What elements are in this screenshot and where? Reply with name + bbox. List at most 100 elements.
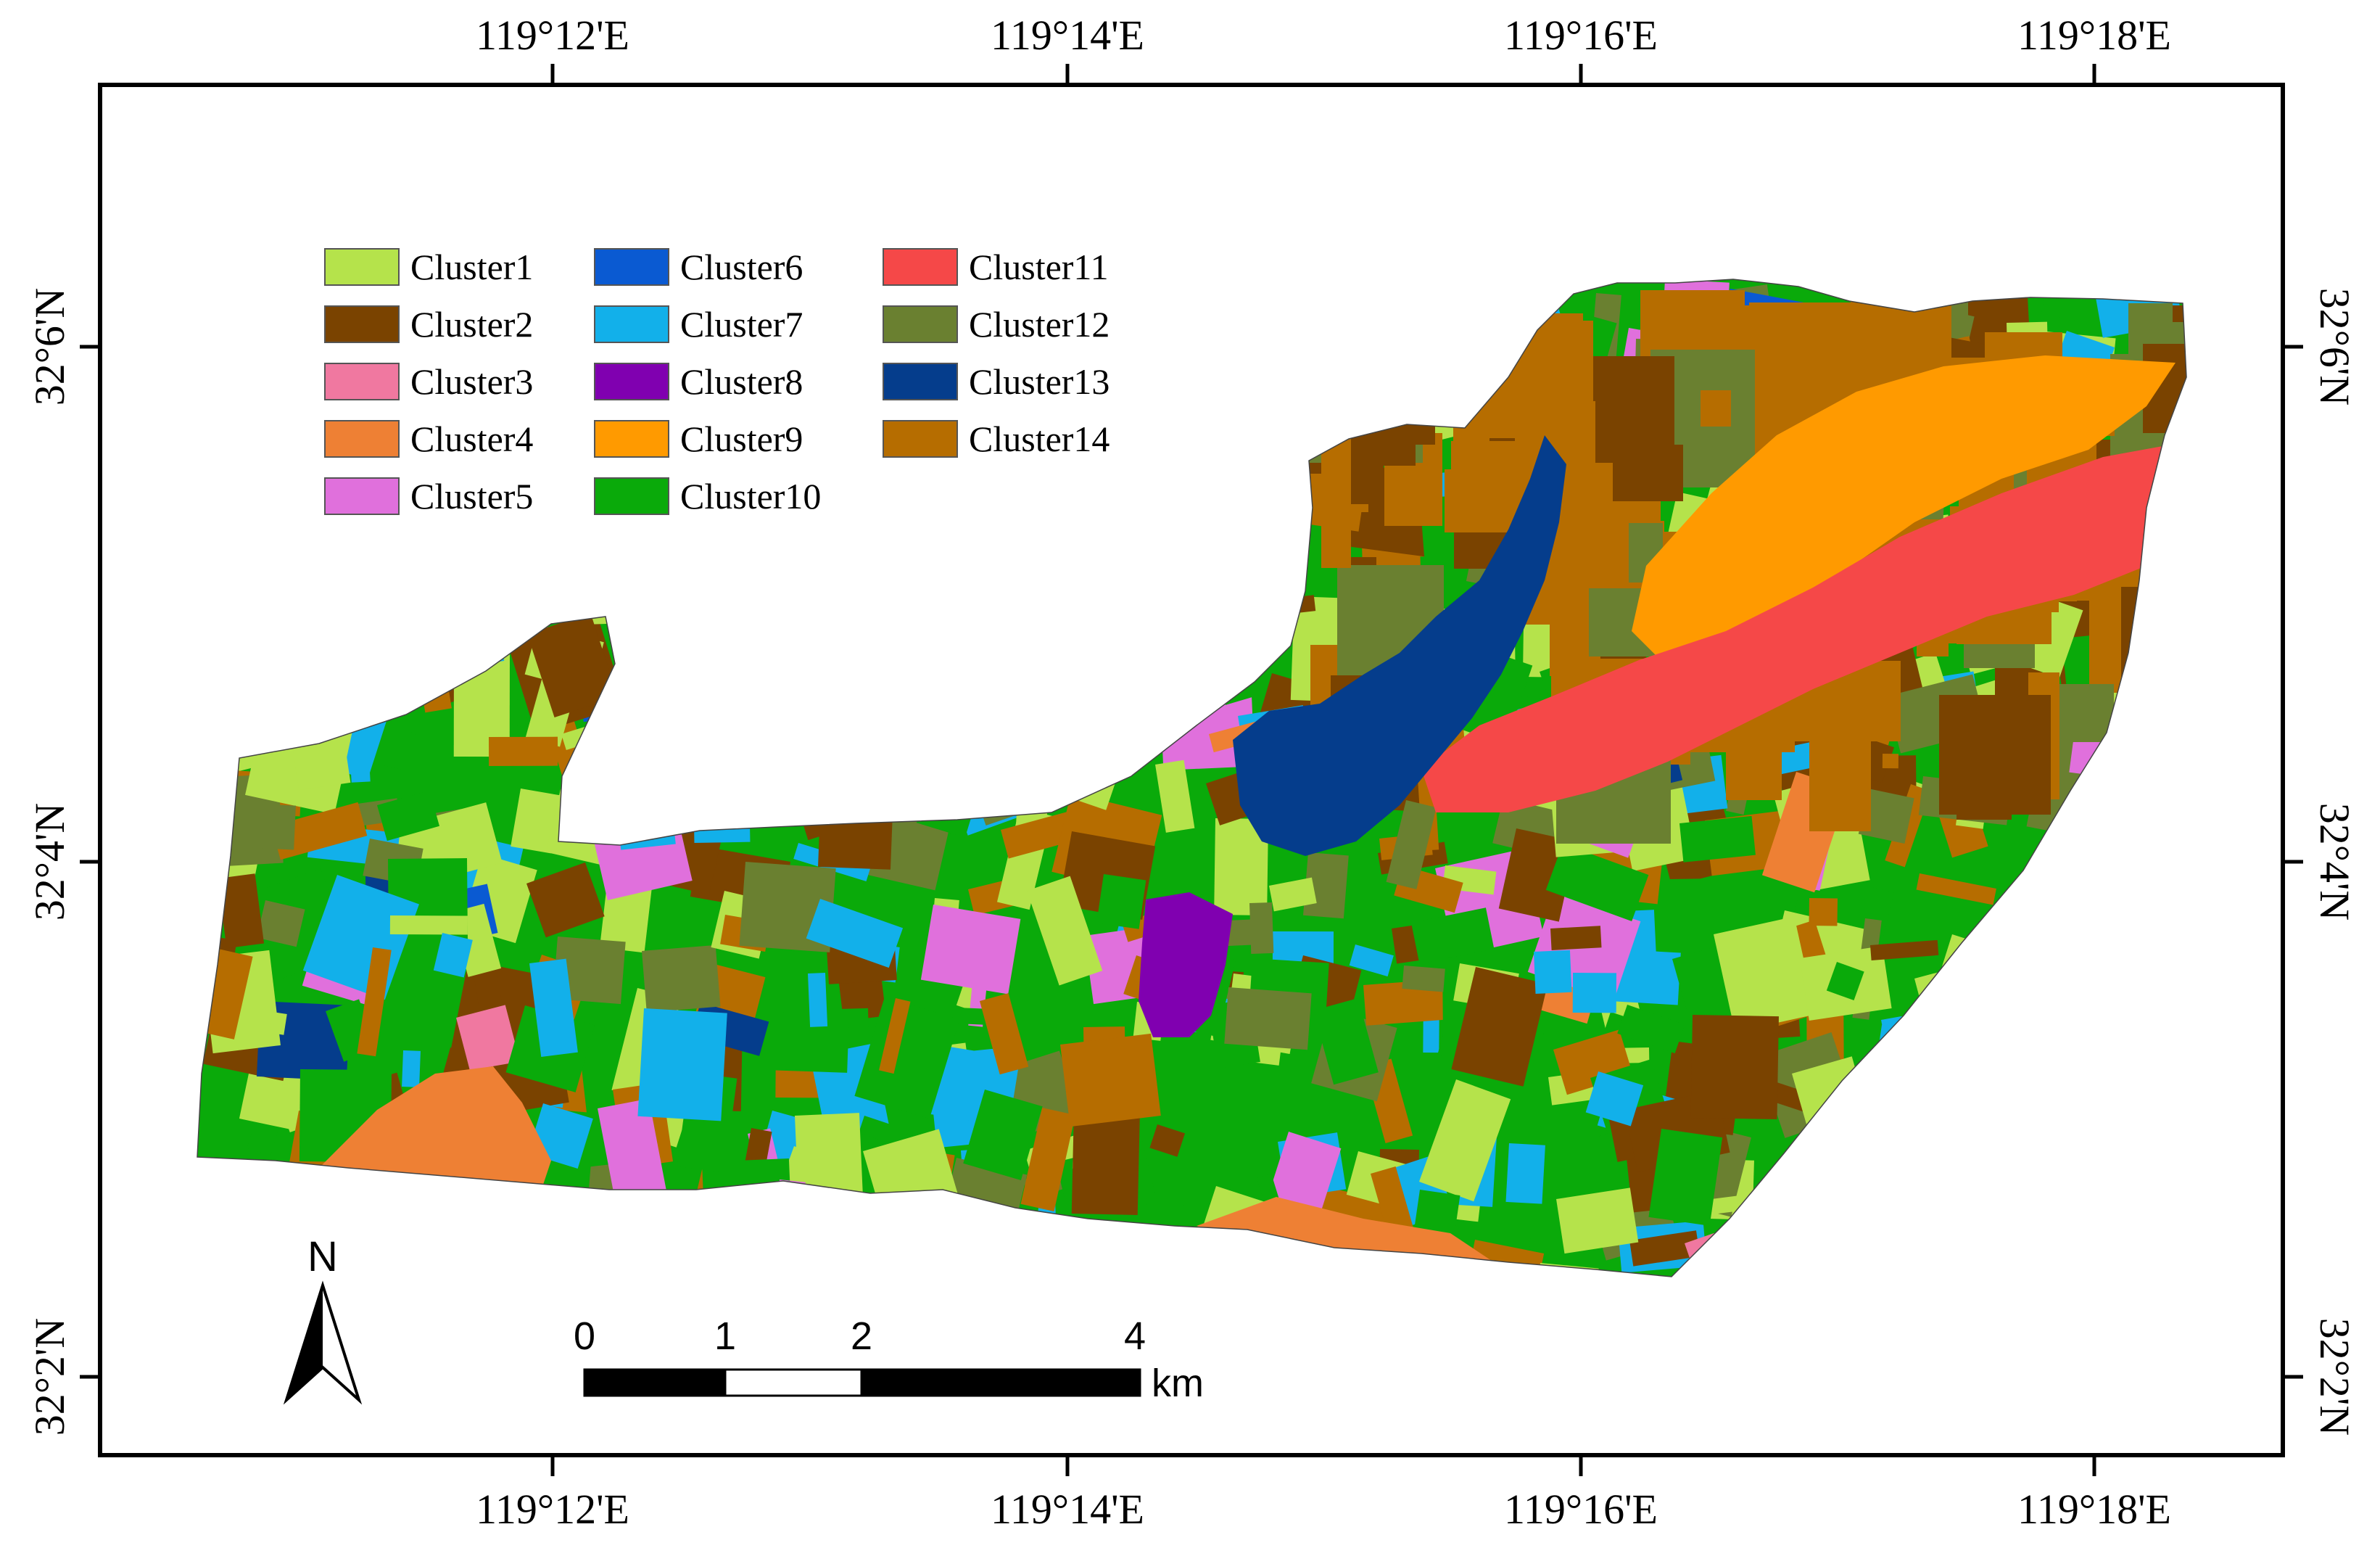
scale-bar: 0 1 2 4 km (574, 1314, 1204, 1405)
scale-tick-label: 2 (851, 1314, 872, 1358)
cluster-patch (1386, 800, 1437, 889)
cluster-patch (526, 862, 605, 938)
cluster-patch (1060, 1033, 1161, 1127)
cluster-patch (372, 725, 416, 771)
cluster-patch (529, 958, 578, 1057)
legend-swatch (594, 305, 669, 343)
cluster-patch (1457, 649, 1533, 745)
top-lon-labels: 119°12'E 119°14'E 119°16'E 119°18'E (476, 12, 2171, 59)
legend-label: Cluster13 (969, 361, 1110, 402)
cluster-patch (1321, 430, 1351, 568)
cluster-patch (1224, 987, 1312, 1050)
cluster-patch (1505, 1143, 1545, 1204)
cluster-patch (641, 944, 721, 1013)
cluster-patch (1690, 1015, 1779, 1120)
cluster-patch (1629, 1230, 1701, 1267)
scale-tick-label: 4 (1124, 1314, 1146, 1358)
cluster-patch (433, 933, 473, 978)
region-outline (197, 279, 2187, 1277)
cluster-patch (1679, 815, 1756, 862)
legend-label: Cluster14 (969, 419, 1110, 459)
cluster-patch (980, 993, 1029, 1075)
cluster-patch (1451, 967, 1548, 1087)
cluster-patch (1155, 759, 1195, 833)
legend-swatch (324, 248, 400, 286)
cluster13-lake (1233, 435, 1566, 856)
north-arrow: N (283, 1233, 363, 1405)
cluster-patch (920, 905, 1021, 995)
left-lat-label: 32°2'N (26, 1318, 73, 1436)
right-lat-label: 32°4'N (2311, 803, 2358, 921)
cluster-patch (377, 790, 440, 841)
top-lon-label: 119°14'E (991, 12, 1144, 59)
legend-swatch (594, 248, 669, 286)
legend-swatch (324, 477, 400, 515)
legend-label: Cluster1 (410, 247, 533, 287)
cluster-patch (291, 732, 351, 791)
scale-seg-black-2 (860, 1368, 1141, 1397)
cluster-patch (218, 873, 265, 949)
left-lat-label: 32°6'N (26, 288, 73, 406)
right-lat-label: 32°2'N (2311, 1318, 2358, 1436)
legend-label: Cluster11 (969, 247, 1109, 287)
legend-label: Cluster9 (680, 419, 803, 459)
cluster-patch (1858, 789, 1914, 844)
cluster-patch (252, 804, 296, 850)
cluster-patch (1648, 1129, 1723, 1226)
cluster-patch (1414, 1190, 1460, 1233)
cluster-patch (1313, 998, 1379, 1085)
cluster-patch (488, 736, 558, 766)
scale-tick-label: 1 (714, 1314, 736, 1358)
cluster-patch (598, 1098, 667, 1203)
scale-seg-black-1 (583, 1368, 727, 1397)
top-lon-label: 119°18'E (2017, 12, 2171, 59)
scale-seg-white (724, 1368, 863, 1397)
cluster-patch (1916, 873, 1996, 905)
legend-swatch (883, 248, 958, 286)
cluster-patch (1550, 926, 1602, 950)
legend-label: Cluster10 (680, 476, 821, 516)
north-arrow-label: N (307, 1233, 338, 1280)
bottom-lon-label: 119°18'E (2017, 1486, 2171, 1533)
cluster-patch (1214, 818, 1268, 916)
cluster-patch (269, 1012, 287, 1035)
legend: Cluster1 Cluster2 Cluster3 Cluster4 Cluster5… (324, 247, 1110, 516)
cluster-patch (1027, 876, 1103, 986)
legend-swatch (883, 305, 958, 343)
cluster-patch (1149, 1124, 1186, 1157)
bottom-lon-label: 119°16'E (1504, 1486, 1658, 1533)
cluster-patch (511, 789, 561, 854)
legend-swatch (594, 363, 669, 400)
cluster-patch (1402, 966, 1445, 992)
cluster-patch (1269, 877, 1317, 912)
bottom-lon-label: 119°12'E (476, 1486, 629, 1533)
frame-ticks (80, 64, 2303, 1476)
legend-swatch (883, 420, 958, 458)
cluster-patch (357, 947, 392, 1057)
cluster-patch (389, 915, 468, 935)
cluster-patch (553, 936, 626, 1005)
top-lon-label: 119°16'E (1504, 12, 1658, 59)
cluster9-zone (1632, 355, 2176, 660)
cluster-patch (806, 899, 904, 968)
legend-label: Cluster4 (410, 419, 533, 459)
cluster-patch (1071, 1109, 1140, 1216)
scale-unit: km (1152, 1362, 1204, 1405)
cluster-patch (808, 972, 828, 1027)
legend-swatch (324, 420, 400, 458)
cluster-patch (859, 1116, 909, 1148)
legend-label: Cluster5 (410, 476, 533, 516)
cluster-patch (2054, 684, 2114, 742)
cluster-patch (1701, 390, 1731, 427)
cluster-patch (1096, 874, 1146, 929)
cluster-patch (271, 802, 368, 860)
cluster-patch (1572, 972, 1616, 1013)
cluster-patch (1617, 1005, 1685, 1054)
cluster-patch (1705, 1130, 1751, 1217)
cluster-patch (402, 1050, 421, 1087)
bottom-lon-labels: 119°12'E 119°14'E 119°16'E 119°18'E (476, 1486, 2171, 1533)
legend-swatch (324, 363, 400, 400)
cluster-patch (963, 1090, 1043, 1181)
cluster-patch (1556, 1187, 1639, 1254)
legend-swatch (883, 363, 958, 400)
